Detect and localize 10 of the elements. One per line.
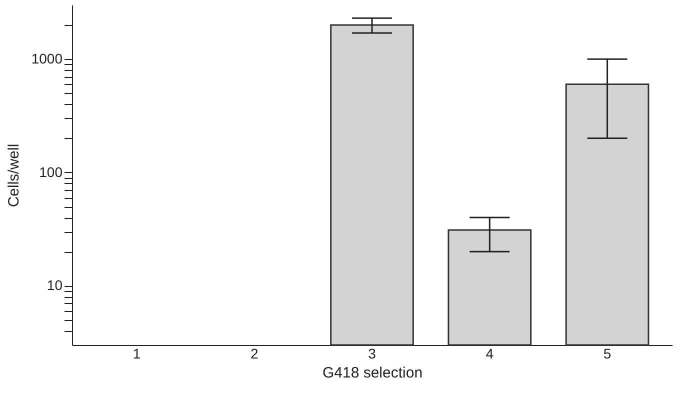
x-tick-label: 1 [132,346,141,362]
y-tick-label: 1000 [31,50,63,67]
x-tick-label: 4 [486,346,494,362]
x-axis-title: G418 selection [322,364,423,382]
x-tick-label: 3 [368,346,376,362]
y-tick-label: 100 [39,164,63,180]
x-tick-label: 2 [250,346,258,362]
y-axis-title: Cells/well [5,144,22,208]
y-tick-label: 10 [46,277,63,294]
x-tick-label: 5 [603,346,612,362]
